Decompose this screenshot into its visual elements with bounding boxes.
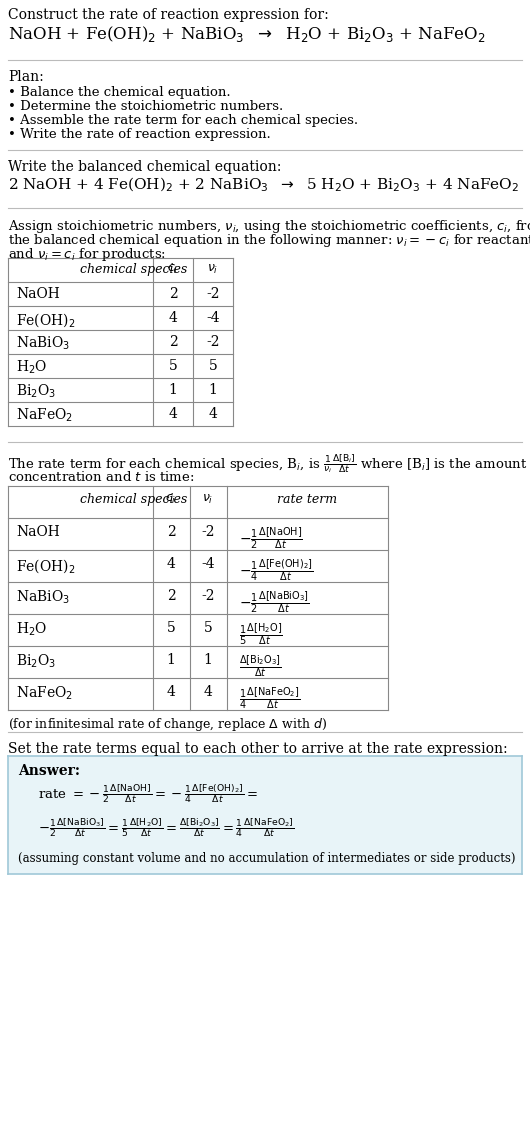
Text: 5: 5	[166, 621, 175, 635]
Text: $\nu_i$: $\nu_i$	[207, 263, 219, 277]
Text: Bi$_2$O$_3$: Bi$_2$O$_3$	[16, 384, 56, 401]
Text: NaBiO$_3$: NaBiO$_3$	[16, 589, 70, 607]
Text: $-\frac{1}{2}\frac{\Delta[\mathrm{NaOH}]}{\Delta t}$: $-\frac{1}{2}\frac{\Delta[\mathrm{NaOH}]…	[239, 525, 303, 551]
Text: $-\frac{1}{4}\frac{\Delta[\mathrm{Fe(OH)}_2]}{\Delta t}$: $-\frac{1}{4}\frac{\Delta[\mathrm{Fe(OH)…	[239, 556, 314, 583]
Text: Fe(OH)$_2$: Fe(OH)$_2$	[16, 556, 75, 575]
Text: 4: 4	[166, 556, 175, 571]
Text: chemical species: chemical species	[80, 493, 187, 506]
Text: NaOH: NaOH	[16, 525, 60, 539]
Text: 2: 2	[169, 287, 178, 300]
Text: 4: 4	[169, 407, 178, 421]
Text: 1: 1	[209, 384, 217, 397]
Text: $c_i$: $c_i$	[165, 493, 176, 506]
Text: 4: 4	[209, 407, 217, 421]
Text: 2: 2	[169, 335, 178, 349]
Text: the balanced chemical equation in the following manner: $\nu_i = -c_i$ for react: the balanced chemical equation in the fo…	[8, 232, 530, 249]
Text: (assuming constant volume and no accumulation of intermediates or side products): (assuming constant volume and no accumul…	[18, 852, 516, 865]
Text: concentration and $t$ is time:: concentration and $t$ is time:	[8, 470, 195, 484]
Text: and $\nu_i = c_i$ for products:: and $\nu_i = c_i$ for products:	[8, 246, 166, 263]
Text: 5: 5	[209, 358, 217, 373]
Text: • Assemble the rate term for each chemical species.: • Assemble the rate term for each chemic…	[8, 114, 358, 127]
Text: rate term: rate term	[277, 493, 337, 506]
Text: Write the balanced chemical equation:: Write the balanced chemical equation:	[8, 160, 281, 174]
Text: 4: 4	[169, 311, 178, 325]
Text: Answer:: Answer:	[18, 764, 80, 778]
Text: 2 NaOH + 4 Fe(OH)$_2$ + 2 NaBiO$_3$  $\rightarrow$  5 H$_2$O + Bi$_2$O$_3$ + 4 N: 2 NaOH + 4 Fe(OH)$_2$ + 2 NaBiO$_3$ $\ri…	[8, 176, 519, 195]
Text: -2: -2	[201, 525, 215, 539]
Text: -2: -2	[206, 287, 220, 300]
Text: $\nu_i$: $\nu_i$	[202, 493, 214, 506]
Text: -4: -4	[201, 556, 215, 571]
Text: $-\frac{1}{2}\frac{\Delta[\mathrm{NaBiO}_3]}{\Delta t} = \frac{1}{5}\frac{\Delta: $-\frac{1}{2}\frac{\Delta[\mathrm{NaBiO}…	[38, 816, 295, 839]
Text: 5: 5	[204, 621, 213, 635]
Text: The rate term for each chemical species, B$_i$, is $\frac{1}{\nu_i}\frac{\Delta[: The rate term for each chemical species,…	[8, 452, 527, 475]
Text: NaFeO$_2$: NaFeO$_2$	[16, 685, 73, 702]
Text: 4: 4	[166, 685, 175, 699]
Text: 2: 2	[166, 589, 175, 603]
Text: Plan:: Plan:	[8, 71, 44, 84]
Text: $\frac{1}{4}\frac{\Delta[\mathrm{NaFeO_2}]}{\Delta t}$: $\frac{1}{4}\frac{\Delta[\mathrm{NaFeO_2…	[239, 685, 301, 711]
Text: 5: 5	[169, 358, 178, 373]
Text: NaOH: NaOH	[16, 287, 60, 300]
Text: Bi$_2$O$_3$: Bi$_2$O$_3$	[16, 653, 56, 670]
Text: $\frac{\Delta[\mathrm{Bi_2O_3}]}{\Delta t}$: $\frac{\Delta[\mathrm{Bi_2O_3}]}{\Delta …	[239, 653, 281, 678]
Text: Construct the rate of reaction expression for:: Construct the rate of reaction expressio…	[8, 8, 329, 22]
Text: Set the rate terms equal to each other to arrive at the rate expression:: Set the rate terms equal to each other t…	[8, 742, 508, 756]
Text: H$_2$O: H$_2$O	[16, 358, 47, 377]
Text: Fe(OH)$_2$: Fe(OH)$_2$	[16, 311, 75, 329]
Text: 4: 4	[204, 685, 213, 699]
Text: -2: -2	[206, 335, 220, 349]
Text: rate $= -\frac{1}{2}\frac{\Delta[\mathrm{NaOH}]}{\Delta t} = -\frac{1}{4}\frac{\: rate $= -\frac{1}{2}\frac{\Delta[\mathrm…	[38, 782, 258, 805]
Text: H$_2$O: H$_2$O	[16, 621, 47, 638]
Text: $\frac{1}{5}\frac{\Delta[\mathrm{H_2O}]}{\Delta t}$: $\frac{1}{5}\frac{\Delta[\mathrm{H_2O}]}…	[239, 621, 283, 646]
Text: • Write the rate of reaction expression.: • Write the rate of reaction expression.	[8, 127, 271, 141]
Text: NaFeO$_2$: NaFeO$_2$	[16, 407, 73, 424]
Text: 1: 1	[166, 653, 175, 667]
Text: -2: -2	[201, 589, 215, 603]
Text: (for infinitesimal rate of change, replace $\Delta$ with $d$): (for infinitesimal rate of change, repla…	[8, 716, 327, 733]
Text: 2: 2	[166, 525, 175, 539]
Text: Assign stoichiometric numbers, $\nu_i$, using the stoichiometric coefficients, $: Assign stoichiometric numbers, $\nu_i$, …	[8, 218, 530, 236]
Text: chemical species: chemical species	[80, 263, 187, 277]
Text: $-\frac{1}{2}\frac{\Delta[\mathrm{NaBiO}_3]}{\Delta t}$: $-\frac{1}{2}\frac{\Delta[\mathrm{NaBiO}…	[239, 589, 310, 615]
Text: • Balance the chemical equation.: • Balance the chemical equation.	[8, 86, 231, 99]
Text: • Determine the stoichiometric numbers.: • Determine the stoichiometric numbers.	[8, 100, 283, 113]
Text: NaOH + Fe(OH)$_2$ + NaBiO$_3$  $\rightarrow$  H$_2$O + Bi$_2$O$_3$ + NaFeO$_2$: NaOH + Fe(OH)$_2$ + NaBiO$_3$ $\rightarr…	[8, 24, 486, 44]
Text: $c_i$: $c_i$	[167, 263, 179, 277]
Text: 1: 1	[204, 653, 213, 667]
Text: NaBiO$_3$: NaBiO$_3$	[16, 335, 70, 353]
Text: 1: 1	[169, 384, 178, 397]
Text: -4: -4	[206, 311, 220, 325]
